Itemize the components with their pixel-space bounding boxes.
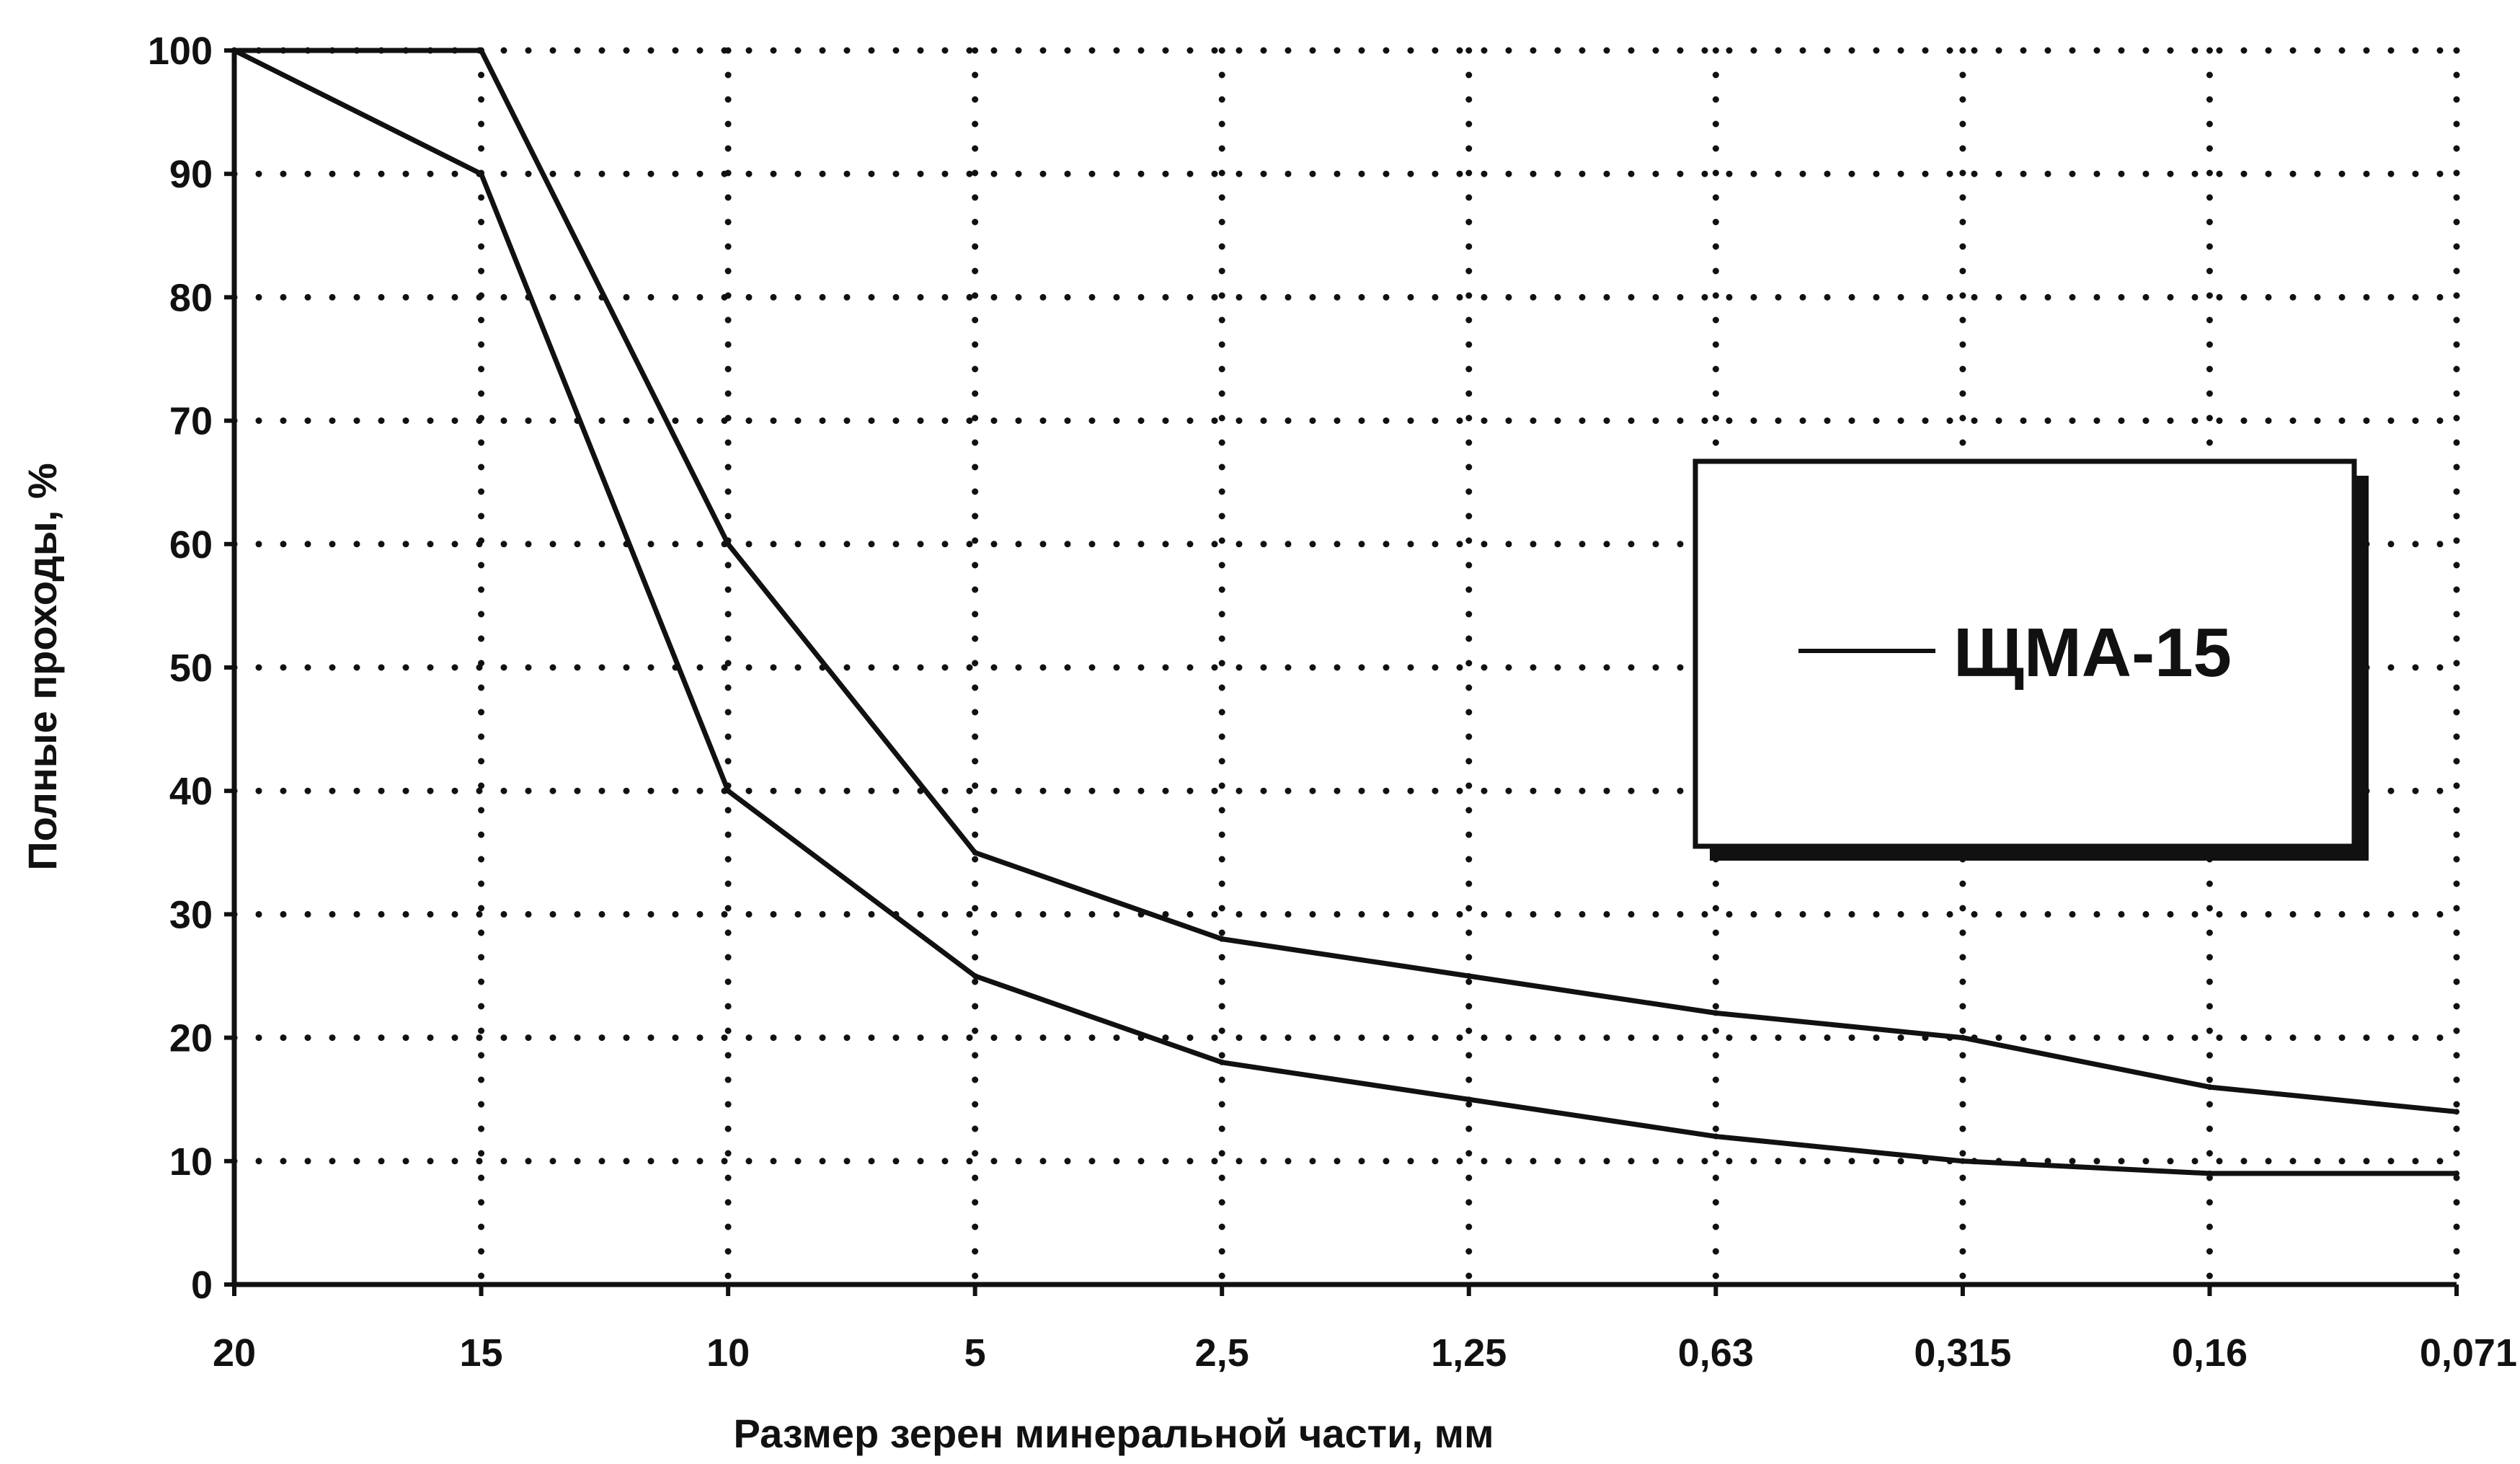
x-tick-label: 2,5 [1195,1331,1249,1375]
y-axis-title: Полные проходы, % [19,463,65,870]
y-tick-label: 30 [169,893,213,936]
x-tick-label: 0,16 [2172,1331,2248,1375]
data-point [1219,936,1225,942]
data-point [725,541,732,547]
data-point [1219,1059,1225,1065]
data-point [2206,1084,2213,1091]
x-tick-label: 1,25 [1431,1331,1507,1375]
data-point [478,48,484,53]
lower-limit-line [233,48,2457,1176]
data-point [1713,1133,1719,1140]
data-point [1465,1096,1472,1103]
y-tick-label: 10 [169,1140,213,1184]
upper-limit-line [234,48,2457,1114]
y-tick-label: 20 [169,1017,213,1060]
x-tick-label: 0,315 [1914,1331,2011,1375]
x-tick-label: 0,071 [2420,1331,2517,1375]
legend-label: ЩМА-15 [1953,614,2232,691]
y-tick-label: 40 [169,770,213,813]
legend-box [1692,458,2357,849]
x-tick-label: 20 [213,1331,256,1375]
x-tick-label: 0,63 [1678,1331,1754,1375]
y-tick-label: 80 [169,276,213,319]
y-tick-label: 50 [169,647,213,690]
data-point [972,973,978,979]
data-point [972,849,978,856]
data-point [2454,1109,2459,1115]
y-tick-label: 100 [148,30,213,73]
data-point [231,48,237,53]
y-tick-label: 90 [169,153,213,196]
data-point [1959,1158,1966,1164]
y-tick-label: 0 [191,1264,213,1307]
series-layer [231,48,2459,1176]
data-point [725,788,732,794]
x-tick-label: 10 [706,1331,750,1375]
x-axis-title: Размер зерен минеральной части, мм [733,1411,1494,1456]
y-tick-label: 60 [169,523,213,567]
data-point [1713,1010,1719,1016]
ticks-layer: 0 10 20 30 40 50 60 70 80 90 100 20 15 10 5 2,5 1,25 0,63… [148,30,2517,1375]
legend: ЩМА-15 [1692,458,2369,861]
data-point [478,171,484,177]
x-tick-label: 15 [460,1331,503,1375]
x-tick-label: 5 [964,1331,986,1375]
data-point [1465,973,1472,979]
y-tick-label: 70 [169,400,213,443]
data-point [2206,1170,2213,1176]
data-point [1959,1034,1966,1041]
data-point [2454,1170,2459,1176]
